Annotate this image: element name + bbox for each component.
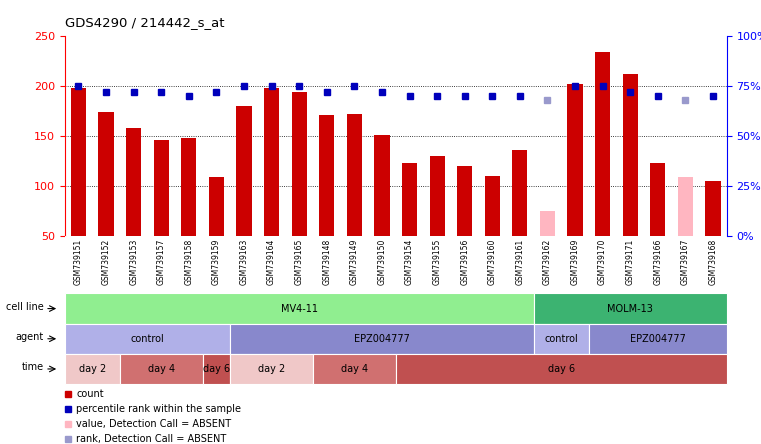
Text: GSM739161: GSM739161 <box>515 239 524 285</box>
Bar <box>347 114 362 236</box>
Bar <box>429 156 444 236</box>
Text: GSM739154: GSM739154 <box>405 239 414 285</box>
Text: GSM739156: GSM739156 <box>460 239 470 285</box>
Text: day 2: day 2 <box>78 364 106 374</box>
Bar <box>622 74 638 236</box>
Text: control: control <box>131 334 164 344</box>
Text: EPZ004777: EPZ004777 <box>630 334 686 344</box>
Text: agent: agent <box>15 332 44 342</box>
Text: day 4: day 4 <box>341 364 368 374</box>
Text: GSM739171: GSM739171 <box>626 239 635 285</box>
Text: GSM739150: GSM739150 <box>377 239 387 285</box>
Text: count: count <box>76 389 104 399</box>
Text: MOLM-13: MOLM-13 <box>607 304 653 313</box>
Text: EPZ004777: EPZ004777 <box>354 334 410 344</box>
Text: GSM739152: GSM739152 <box>101 239 110 285</box>
Text: day 6: day 6 <box>203 364 230 374</box>
Text: GSM739166: GSM739166 <box>653 239 662 285</box>
Bar <box>126 127 142 236</box>
Bar <box>457 166 473 236</box>
Bar <box>71 87 86 236</box>
Bar <box>540 211 555 236</box>
Bar <box>98 111 113 236</box>
Bar <box>568 83 583 236</box>
Text: GSM739159: GSM739159 <box>212 239 221 285</box>
Text: GSM739164: GSM739164 <box>267 239 276 285</box>
Text: GSM739162: GSM739162 <box>543 239 552 285</box>
Bar <box>230 354 313 384</box>
Text: GSM739148: GSM739148 <box>322 239 331 285</box>
Bar <box>512 150 527 236</box>
Bar <box>396 354 727 384</box>
Bar <box>230 324 533 354</box>
Text: GDS4290 / 214442_s_at: GDS4290 / 214442_s_at <box>65 16 224 29</box>
Text: GSM739155: GSM739155 <box>432 239 441 285</box>
Bar <box>291 91 307 236</box>
Bar <box>319 115 334 236</box>
Text: GSM739151: GSM739151 <box>74 239 83 285</box>
Text: time: time <box>22 362 44 373</box>
Text: GSM739149: GSM739149 <box>350 239 359 285</box>
Text: GSM739168: GSM739168 <box>708 239 718 285</box>
Bar <box>533 324 589 354</box>
Text: GSM739163: GSM739163 <box>240 239 249 285</box>
Bar <box>181 138 196 236</box>
Bar <box>705 181 721 236</box>
Bar <box>202 354 230 384</box>
Text: GSM739153: GSM739153 <box>129 239 139 285</box>
Bar <box>65 354 119 384</box>
Bar <box>237 106 252 236</box>
Text: value, Detection Call = ABSENT: value, Detection Call = ABSENT <box>76 419 231 429</box>
Text: day 2: day 2 <box>258 364 285 374</box>
Text: GSM739167: GSM739167 <box>681 239 690 285</box>
Text: GSM739169: GSM739169 <box>571 239 580 285</box>
Bar <box>154 140 169 236</box>
Text: cell line: cell line <box>6 302 44 312</box>
Text: GSM739160: GSM739160 <box>488 239 497 285</box>
Bar <box>533 293 727 324</box>
Text: percentile rank within the sample: percentile rank within the sample <box>76 404 241 414</box>
Text: GSM739165: GSM739165 <box>295 239 304 285</box>
Bar <box>264 87 279 236</box>
Text: GSM739157: GSM739157 <box>157 239 166 285</box>
Bar <box>209 177 224 236</box>
Text: MV4-11: MV4-11 <box>281 304 317 313</box>
Bar <box>595 52 610 236</box>
Bar <box>589 324 727 354</box>
Text: day 4: day 4 <box>148 364 175 374</box>
Bar <box>313 354 396 384</box>
Text: control: control <box>544 334 578 344</box>
Bar <box>119 354 202 384</box>
Bar <box>678 177 693 236</box>
Bar <box>402 163 417 236</box>
Text: rank, Detection Call = ABSENT: rank, Detection Call = ABSENT <box>76 434 227 444</box>
Bar <box>65 293 533 324</box>
Bar <box>374 135 390 236</box>
Text: day 6: day 6 <box>548 364 575 374</box>
Text: GSM739170: GSM739170 <box>598 239 607 285</box>
Bar <box>650 163 665 236</box>
Text: GSM739158: GSM739158 <box>184 239 193 285</box>
Bar <box>485 176 500 236</box>
Bar <box>65 324 230 354</box>
